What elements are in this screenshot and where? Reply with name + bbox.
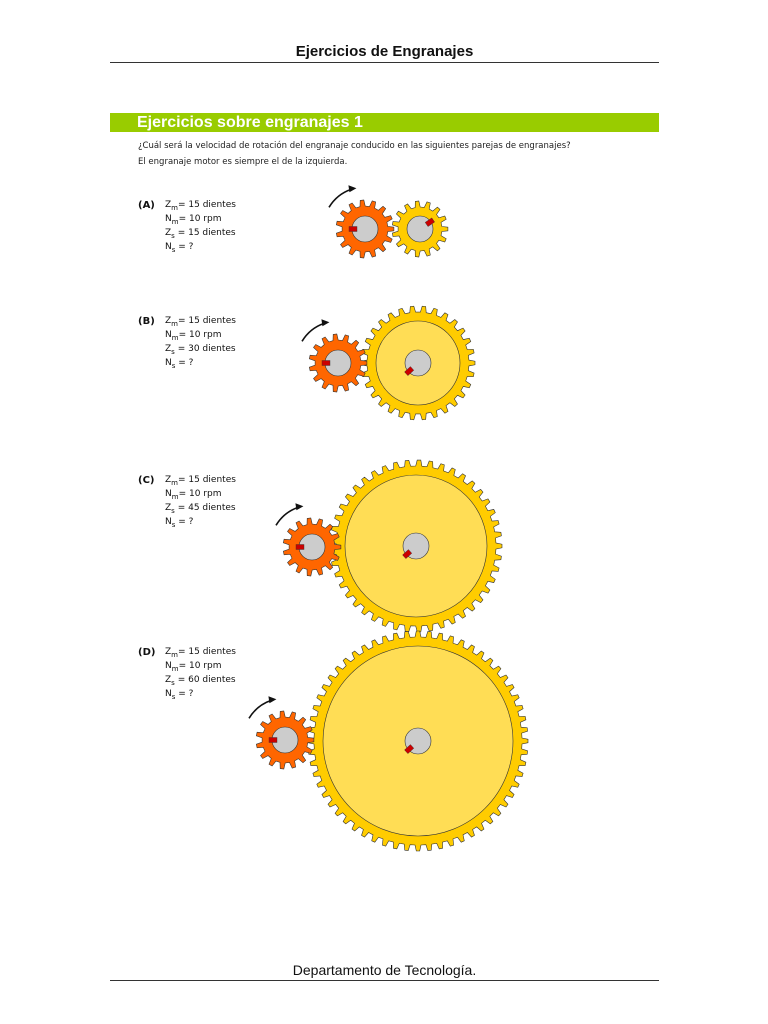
driver-speed: Nm= 10 rpm bbox=[165, 330, 222, 342]
driver-gear-b-key bbox=[321, 360, 331, 366]
driven-teeth: Zs = 30 dientes bbox=[165, 344, 236, 356]
driver-teeth: Zm= 15 dientes bbox=[165, 647, 236, 659]
driver-gear-d-key bbox=[268, 737, 278, 743]
driven-teeth: Zs = 60 dientes bbox=[165, 675, 236, 687]
driven-gear-c-key bbox=[402, 549, 413, 559]
rotation-arrow-b-head bbox=[321, 319, 330, 327]
driven-speed: Ns = ? bbox=[165, 517, 194, 529]
exercise-label: (A) bbox=[138, 200, 155, 211]
header-divider bbox=[110, 62, 659, 63]
driver-teeth: Zm= 15 dientes bbox=[165, 475, 236, 487]
driver-speed: Nm= 10 rpm bbox=[165, 214, 222, 226]
driven-gear-d-key bbox=[404, 744, 415, 754]
rotation-arrow-d-head bbox=[268, 696, 277, 704]
driver-teeth: Zm= 15 dientes bbox=[165, 316, 236, 328]
driver-speed: Nm= 10 rpm bbox=[165, 661, 222, 673]
rotation-arrow-b bbox=[301, 322, 325, 342]
driver-gear-a-key bbox=[348, 226, 358, 232]
question-line-1: ¿Cuál será la velocidad de rotación del … bbox=[138, 141, 571, 151]
driver-gear-c-key bbox=[295, 544, 305, 550]
driven-teeth: Zs = 45 dientes bbox=[165, 503, 236, 515]
driven-gear-a-key bbox=[424, 217, 435, 227]
question-line-2: El engranaje motor es siempre el de la i… bbox=[138, 157, 348, 167]
driven-speed: Ns = ? bbox=[165, 689, 194, 701]
section-banner: Ejercicios sobre engranajes 1 bbox=[110, 113, 659, 132]
rotation-arrow-c bbox=[275, 506, 299, 526]
driven-teeth: Zs = 15 dientes bbox=[165, 228, 236, 240]
driven-speed: Ns = ? bbox=[165, 242, 194, 254]
footer-text: Departamento de Tecnología. bbox=[292, 962, 477, 978]
driven-gear-b-key bbox=[404, 366, 415, 376]
footer-divider bbox=[110, 980, 659, 981]
exercise-label: (C) bbox=[138, 475, 155, 486]
rotation-arrow-d bbox=[248, 699, 272, 719]
page-title: Ejercicios de Engranajes bbox=[295, 43, 474, 60]
driver-teeth: Zm= 15 dientes bbox=[165, 200, 236, 212]
rotation-arrow-c-head bbox=[295, 503, 304, 511]
driver-speed: Nm= 10 rpm bbox=[165, 489, 222, 501]
rotation-arrow-a bbox=[328, 188, 352, 208]
section-title: Ejercicios sobre engranajes 1 bbox=[137, 114, 363, 131]
driven-speed: Ns = ? bbox=[165, 358, 194, 370]
exercise-label: (B) bbox=[138, 316, 155, 327]
exercise-label: (D) bbox=[138, 647, 156, 658]
rotation-arrow-a-head bbox=[348, 185, 357, 193]
